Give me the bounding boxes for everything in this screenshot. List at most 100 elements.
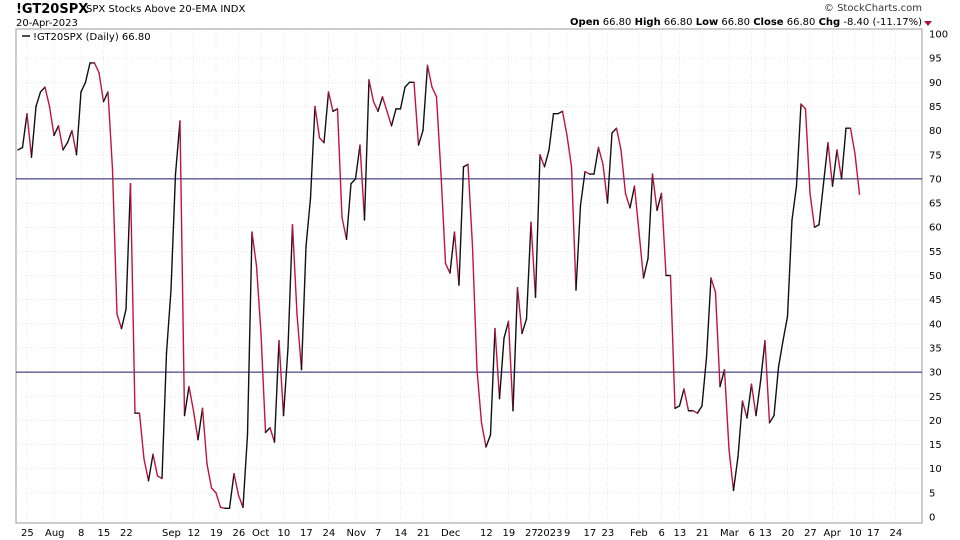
series-segment: [102, 91, 109, 103]
chart-date: 20-Apr-2023: [16, 18, 78, 29]
x-tick-label: Oct: [252, 528, 269, 539]
x-tick-label: 23: [602, 528, 615, 539]
x-tick-label: 12: [480, 528, 493, 539]
y-tick-label: 90: [929, 78, 942, 89]
series-segment: [21, 112, 28, 149]
series-segment: [242, 434, 249, 509]
x-tick-label: 13: [674, 528, 687, 539]
x-tick-label: 21: [696, 528, 709, 539]
y-tick-label: 20: [929, 416, 942, 427]
y-tick-label: 55: [929, 247, 942, 258]
series-segment: [777, 340, 784, 368]
series-segment: [791, 185, 798, 221]
series-segment: [494, 327, 501, 400]
series-segment: [795, 103, 802, 187]
series-segment: [561, 110, 568, 137]
low-value: 66.80: [721, 17, 751, 28]
series-segment: [377, 96, 384, 112]
y-tick-label: 35: [929, 343, 942, 354]
series-segment: [57, 125, 64, 151]
x-tick-label: 25: [21, 528, 34, 539]
y-tick-label: 10: [929, 464, 942, 475]
x-tick-label: 22: [120, 528, 133, 539]
close-value: 66.80: [786, 17, 816, 28]
series-segment: [620, 149, 627, 195]
series-segment: [786, 219, 793, 318]
series-segment: [683, 388, 690, 412]
series-segment: [714, 291, 721, 388]
x-tick-label: 24: [323, 528, 336, 539]
series-segment: [305, 197, 312, 248]
series-segment: [611, 127, 618, 134]
series-segment: [458, 166, 465, 286]
series-segment: [309, 105, 316, 199]
series-segment: [503, 320, 510, 339]
series-segment: [489, 327, 496, 436]
series-segment: [800, 103, 807, 110]
x-tick-label: 27: [804, 528, 817, 539]
series-segment: [521, 318, 528, 335]
series-segment: [197, 407, 204, 441]
down-arrow-icon: [924, 21, 932, 26]
x-tick-label: Dec: [441, 528, 460, 539]
x-axis: 25 Aug 8 15 22 Sep 12 19 26 Oct 10 17 24 Nov 7 14 21 Dec 1…: [21, 528, 902, 539]
series-segment: [449, 231, 456, 274]
stockcharts-credit[interactable]: © StockCharts.com: [823, 3, 922, 14]
series-segment: [260, 332, 267, 434]
series-segment: [278, 340, 285, 417]
series-segment: [701, 356, 708, 407]
series-segment: [755, 381, 762, 417]
series-segment: [156, 475, 163, 480]
chart-description: SPX Stocks Above 20-EMA INDX: [86, 4, 246, 15]
series-segment: [669, 274, 676, 410]
series-segment: [345, 183, 352, 240]
series-segment: [579, 170, 586, 207]
series-segment: [300, 245, 307, 371]
series-segment: [359, 144, 366, 221]
x-tick-label: 8: [78, 528, 84, 539]
series-segment: [732, 455, 739, 492]
series-segment: [237, 494, 244, 509]
series-segment: [498, 337, 505, 400]
quote-summary: Open 66.80 High 66.80 Low 66.80 Close 66…: [570, 17, 922, 28]
series-segment: [624, 192, 631, 209]
series-segment: [750, 383, 757, 417]
series-segment: [705, 277, 712, 359]
series-segment: [138, 412, 145, 460]
series-segment: [161, 352, 168, 480]
series-segment: [17, 146, 24, 151]
series-segment: [849, 127, 856, 155]
series-segment: [507, 320, 514, 412]
y-tick-label: 15: [929, 440, 942, 451]
x-tick-label: 7: [375, 528, 381, 539]
x-tick-label: 26: [233, 528, 246, 539]
series-segment: [597, 146, 604, 166]
x-tick-label: Feb: [630, 528, 648, 539]
series-segment: [246, 231, 253, 436]
x-tick-label: 17: [300, 528, 313, 539]
open-value: 66.80: [602, 17, 632, 28]
series-segment: [282, 347, 289, 417]
series-segment: [602, 163, 609, 204]
series-segment: [287, 224, 294, 349]
series-segment: [30, 105, 37, 158]
series-segment: [336, 108, 343, 219]
x-tick-label: 19: [210, 528, 223, 539]
x-tick-label: Nov: [347, 528, 367, 539]
high-value: 66.80: [663, 17, 693, 28]
series-segment: [39, 86, 46, 93]
series-segment: [368, 79, 375, 103]
series-segment: [741, 400, 748, 419]
y-tick-label: 30: [929, 368, 942, 379]
series-segment: [431, 86, 438, 98]
series-line: [17, 62, 861, 510]
series-segment: [147, 453, 154, 482]
series-segment: [660, 192, 667, 277]
series-segment: [804, 108, 811, 195]
x-tick-label: 17: [584, 528, 597, 539]
x-tick-label: 14: [395, 528, 408, 539]
x-tick-label: 10: [849, 528, 862, 539]
series-segment: [539, 154, 546, 168]
series-segment: [152, 453, 159, 477]
